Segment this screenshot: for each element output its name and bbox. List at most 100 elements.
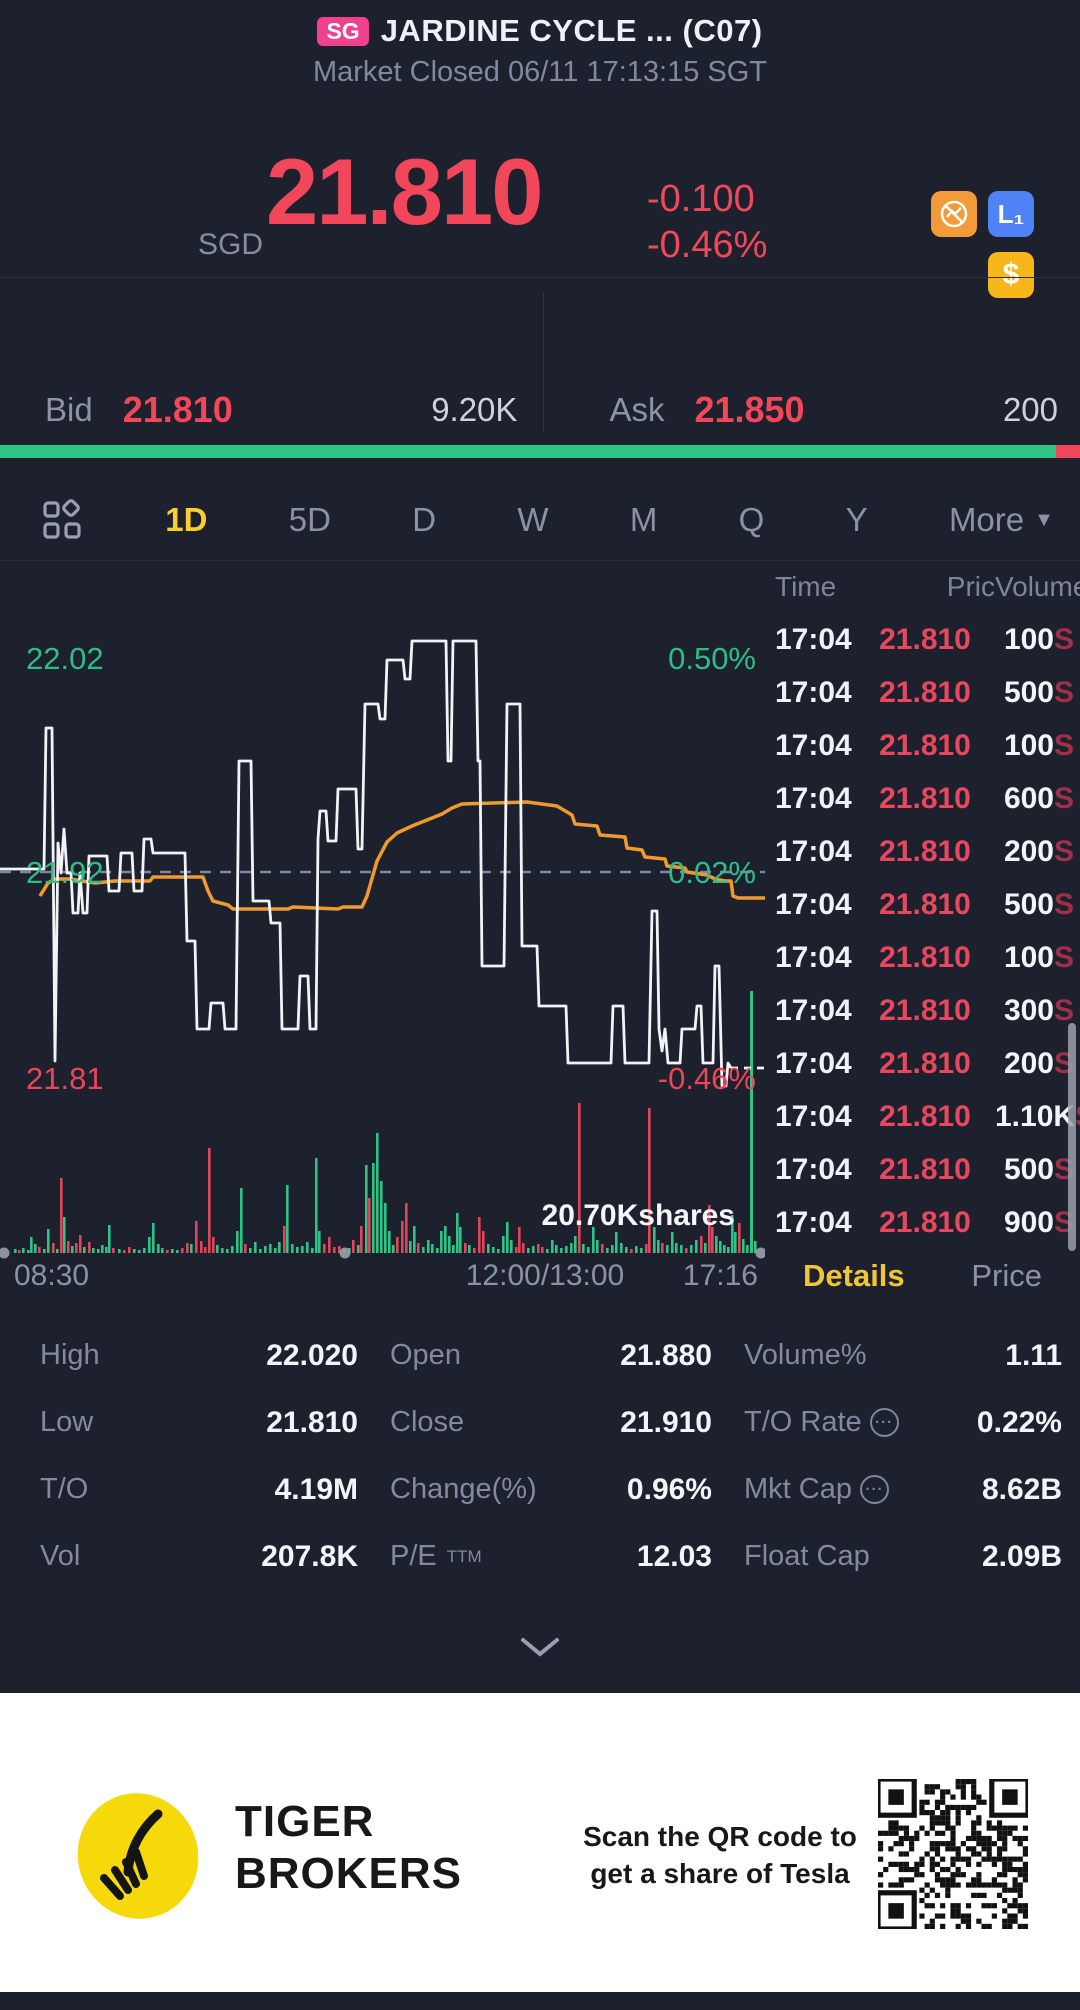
chart-high-price: 22.02	[26, 641, 104, 676]
bid-ask-divider	[543, 292, 544, 432]
tab-m[interactable]: M	[629, 501, 658, 538]
bid-price[interactable]: 21.810	[122, 389, 233, 430]
trade-row[interactable]: 17:04 21.810 200 S	[765, 825, 1080, 878]
col-time: Time	[775, 571, 837, 602]
trade-row[interactable]: 17:04 21.810 900 S	[765, 1196, 1080, 1249]
tab-q[interactable]: Q	[738, 501, 765, 538]
stat-label: Float Cap	[744, 1540, 870, 1572]
stat-value: 0.22%	[976, 1405, 1062, 1439]
stat-label: T/O	[40, 1473, 89, 1505]
trade-flag: S	[1075, 1100, 1080, 1134]
ask-price[interactable]: 21.850	[694, 389, 805, 430]
trade-time: 17:04	[775, 622, 852, 656]
trade-time: 17:04	[775, 781, 852, 815]
trade-row[interactable]: 17:04 21.810 100 S	[765, 931, 1080, 984]
header: SG JARDINE CYCLE ... (C07)	[0, 10, 1080, 52]
tab-price[interactable]: Price	[971, 1258, 1042, 1293]
trade-row[interactable]: 17:04 21.810 500 S	[765, 1143, 1080, 1196]
trade-row[interactable]: 17:04 21.810 500 S	[765, 878, 1080, 931]
stat-label: Close	[390, 1406, 465, 1438]
chart-high-pct: 0.50%	[668, 641, 756, 676]
info-icon[interactable]: ···	[869, 1408, 899, 1437]
chart-canvas	[0, 639, 765, 1259]
ask-ratio-segment	[1056, 445, 1080, 458]
chart-low-price: 21.81	[26, 1061, 104, 1096]
trade-flag: S	[1054, 622, 1075, 656]
x-tick-close: 17:16	[682, 1259, 758, 1292]
bid-ratio-segment	[0, 445, 1057, 458]
trade-time: 17:04	[775, 728, 852, 762]
x-tick-mid: 12:00/13:00	[465, 1259, 625, 1292]
chart-layout-icon[interactable]	[40, 498, 84, 542]
stat-cell: Float Cap 2.09B	[744, 1523, 1062, 1590]
stat-cell: Change(%) 0.96%	[390, 1456, 712, 1523]
stat-label: P/E TTM	[390, 1540, 482, 1572]
stat-label: Open	[390, 1339, 461, 1371]
time-sales-panel: Time Pric Volume 17:04 21.810 100 S 17:04 21.…	[765, 561, 1080, 1300]
trade-volume: 100	[1003, 728, 1054, 762]
col-volume: Volume	[995, 571, 1080, 602]
intraday-chart[interactable]: 22.02 0.50% 21.92 0.02% 21.81 -0.46% 20.…	[0, 561, 765, 1300]
trade-price: 21.810	[879, 993, 971, 1027]
bid-ask-ratio-bar	[0, 445, 1080, 458]
stats-grid: High 22.020 Open 21.880 Volume% 1.11 Low 21.810…	[40, 1322, 1066, 1590]
trade-price: 21.810	[879, 781, 971, 815]
trade-row[interactable]: 17:04 21.810 600 S	[765, 772, 1080, 825]
stat-label: High	[40, 1339, 100, 1371]
l1-quote-icon[interactable]: L₁	[988, 191, 1034, 237]
trade-price: 21.810	[879, 1046, 971, 1080]
trade-row[interactable]: 17:04 21.810 1.10KS	[765, 1090, 1080, 1143]
info-icon[interactable]: ···	[859, 1475, 889, 1504]
stat-cell: Mkt Cap ··· 8.62B	[744, 1456, 1062, 1523]
scrollbar[interactable]	[1068, 1023, 1076, 1251]
expand-button[interactable]	[519, 1636, 561, 1663]
divider	[0, 560, 1080, 561]
change-percent: -0.46%	[647, 224, 768, 266]
trade-volume: 500	[1003, 887, 1054, 921]
qr-caption-line1: Scan the QR code to	[583, 1821, 857, 1852]
trade-volume: 300	[1003, 993, 1054, 1027]
ask-size: 200	[1002, 391, 1058, 428]
tab-y[interactable]: Y	[845, 501, 868, 538]
trade-price: 21.810	[879, 622, 971, 656]
trade-row[interactable]: 17:04 21.810 100 S	[765, 613, 1080, 666]
stat-cell: High 22.020	[40, 1322, 358, 1389]
stat-value: 12.03	[636, 1539, 712, 1573]
quote-off-icon[interactable]	[931, 191, 977, 237]
stat-cell: P/E TTM 12.03	[390, 1523, 712, 1590]
trade-time: 17:04	[775, 675, 852, 709]
trade-price: 21.810	[879, 1152, 971, 1186]
tab-1d[interactable]: 1D	[165, 501, 208, 538]
stat-cell: Volume% 1.11	[744, 1322, 1062, 1389]
price-change: -0.100 -0.46%	[647, 176, 767, 268]
tab-d[interactable]: D	[412, 501, 437, 538]
time-sales-rows: 17:04 21.810 100 S 17:04 21.810 500 S 17:04 21.81…	[765, 613, 1080, 1249]
trade-flag: S	[1054, 834, 1075, 868]
trade-price: 21.810	[879, 675, 971, 709]
trade-volume: 200	[1003, 834, 1054, 868]
change-value: -0.100	[647, 178, 755, 220]
trade-row[interactable]: 17:04 21.810 200 S	[765, 1037, 1080, 1090]
trade-flag: S	[1054, 675, 1075, 709]
stat-cell: T/O Rate ··· 0.22%	[744, 1389, 1062, 1456]
tab-5d[interactable]: 5D	[288, 501, 331, 538]
trade-row[interactable]: 17:04 21.810 300 S	[765, 984, 1080, 1037]
stat-value: 22.020	[266, 1338, 358, 1372]
tab-details[interactable]: Details	[803, 1258, 905, 1293]
trade-volume: 100	[1003, 940, 1054, 974]
cash-icon[interactable]: $	[988, 252, 1034, 298]
stat-value: 207.8K	[261, 1539, 358, 1573]
stat-label: Volume%	[744, 1339, 867, 1371]
tab-w[interactable]: W	[517, 501, 549, 538]
trade-row[interactable]: 17:04 21.810 100 S	[765, 719, 1080, 772]
chart-mid-price: 21.92	[26, 855, 104, 890]
trade-row[interactable]: 17:04 21.810 500 S	[765, 666, 1080, 719]
trade-volume: 900	[1003, 1205, 1054, 1239]
stat-cell: Low 21.810	[40, 1389, 358, 1456]
stat-cell: T/O 4.19M	[40, 1456, 358, 1523]
stat-value: 4.19M	[274, 1472, 358, 1506]
trade-flag: S	[1054, 940, 1075, 974]
tab-more[interactable]: More ▼	[949, 501, 1054, 539]
trade-flag: S	[1054, 993, 1075, 1027]
